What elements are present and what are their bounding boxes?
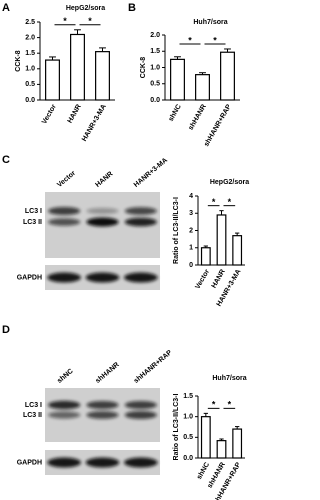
bar [200, 247, 211, 266]
chart-title: Huh7/sora [212, 375, 246, 382]
band [48, 207, 81, 215]
significance-label: * [213, 35, 217, 45]
bar [45, 59, 60, 101]
y-tick-label: 1.0 [25, 66, 35, 73]
significance-label: * [228, 400, 232, 410]
x-tick-label: Vector [194, 268, 211, 290]
bar [216, 440, 227, 459]
y-tick-label: 0.0 [183, 455, 193, 462]
band [47, 272, 82, 283]
band [86, 217, 119, 227]
y-axis-label: CCK-8 [15, 50, 22, 71]
y-tick-label: 1.5 [183, 393, 193, 400]
bar [200, 416, 211, 459]
band [85, 457, 120, 468]
row-label: GAPDH [17, 459, 42, 466]
y-tick-label: 0.5 [25, 81, 35, 88]
lane-label: shHANR [94, 361, 120, 385]
y-tick-label: 3 [189, 210, 193, 217]
band [47, 457, 82, 468]
y-tick-label: 2 [189, 227, 193, 234]
row-label: LC3 I [25, 402, 42, 409]
lane-label: Vector [56, 170, 77, 189]
x-tick-label: shHANR [188, 103, 208, 131]
lane-label: HANR+3-MA [133, 157, 169, 189]
significance-label: * [188, 35, 192, 45]
y-axis-label: Ratio of LC3-II/LC3-I [173, 394, 180, 461]
band [86, 411, 119, 419]
panel-label: C [2, 154, 10, 166]
y-axis-label: CCK-8 [140, 57, 147, 78]
band [124, 207, 157, 215]
panel-label: A [2, 2, 10, 14]
x-tick-label: HANR [67, 103, 83, 124]
row-label: LC3 II [23, 219, 42, 226]
y-tick-label: 0.0 [150, 97, 160, 104]
lane-label: shNC [56, 368, 75, 385]
x-tick-label: shNC [196, 461, 211, 480]
panel-label: D [2, 324, 10, 336]
chart-title: HepG2/sora [210, 179, 249, 186]
lane-label: HANR [94, 171, 114, 189]
significance-label: * [88, 16, 92, 26]
x-tick-label: shHANR+RAP [203, 103, 233, 148]
chart-title: Huh7/sora [193, 19, 227, 26]
x-tick-label: shNC [168, 103, 183, 122]
x-tick-label: HANR+3-MA [81, 103, 108, 142]
band [123, 272, 158, 283]
bar [232, 235, 243, 266]
y-tick-label: 1.0 [150, 64, 160, 71]
y-axis-label: Ratio of LC3-II/LC3-I [173, 197, 180, 264]
y-tick-label: 0.5 [150, 81, 160, 88]
y-tick-label: 2.5 [25, 19, 35, 26]
band [124, 217, 157, 227]
y-tick-label: 0.0 [25, 97, 35, 104]
significance-label: * [212, 400, 216, 410]
chart-title: HepG2/sora [66, 5, 105, 12]
band [48, 411, 81, 419]
y-tick-label: 4 [189, 193, 193, 200]
y-tick-label: 1.5 [150, 48, 160, 55]
y-tick-label: 1.5 [25, 50, 35, 57]
significance-label: * [63, 16, 67, 26]
y-tick-label: 0 [189, 262, 193, 269]
row-label: LC3 I [25, 208, 42, 215]
band [48, 218, 81, 226]
y-tick-label: 1.0 [183, 414, 193, 421]
band [48, 400, 81, 410]
bar [70, 33, 85, 101]
bar [232, 428, 243, 459]
x-tick-label: Vector [41, 103, 58, 125]
bar [216, 214, 227, 266]
band [124, 401, 157, 409]
row-label: GAPDH [17, 274, 42, 281]
band [124, 411, 157, 419]
row-label: LC3 II [23, 412, 42, 419]
band [123, 457, 158, 468]
bar [95, 51, 110, 101]
significance-label: * [212, 197, 216, 207]
bar [195, 74, 210, 101]
band [86, 401, 119, 409]
y-tick-label: 1 [189, 245, 193, 252]
lane-label: shHANR+RAP [133, 349, 174, 385]
significance-label: * [228, 197, 232, 207]
y-tick-label: 2.0 [25, 34, 35, 41]
x-tick-label: HANR [211, 268, 227, 289]
bar [170, 58, 185, 101]
bar [220, 51, 235, 101]
y-tick-label: 0.5 [183, 434, 193, 441]
band [86, 207, 119, 215]
y-tick-label: 2.0 [150, 32, 160, 39]
band [85, 272, 120, 283]
panel-label: B [128, 2, 136, 14]
